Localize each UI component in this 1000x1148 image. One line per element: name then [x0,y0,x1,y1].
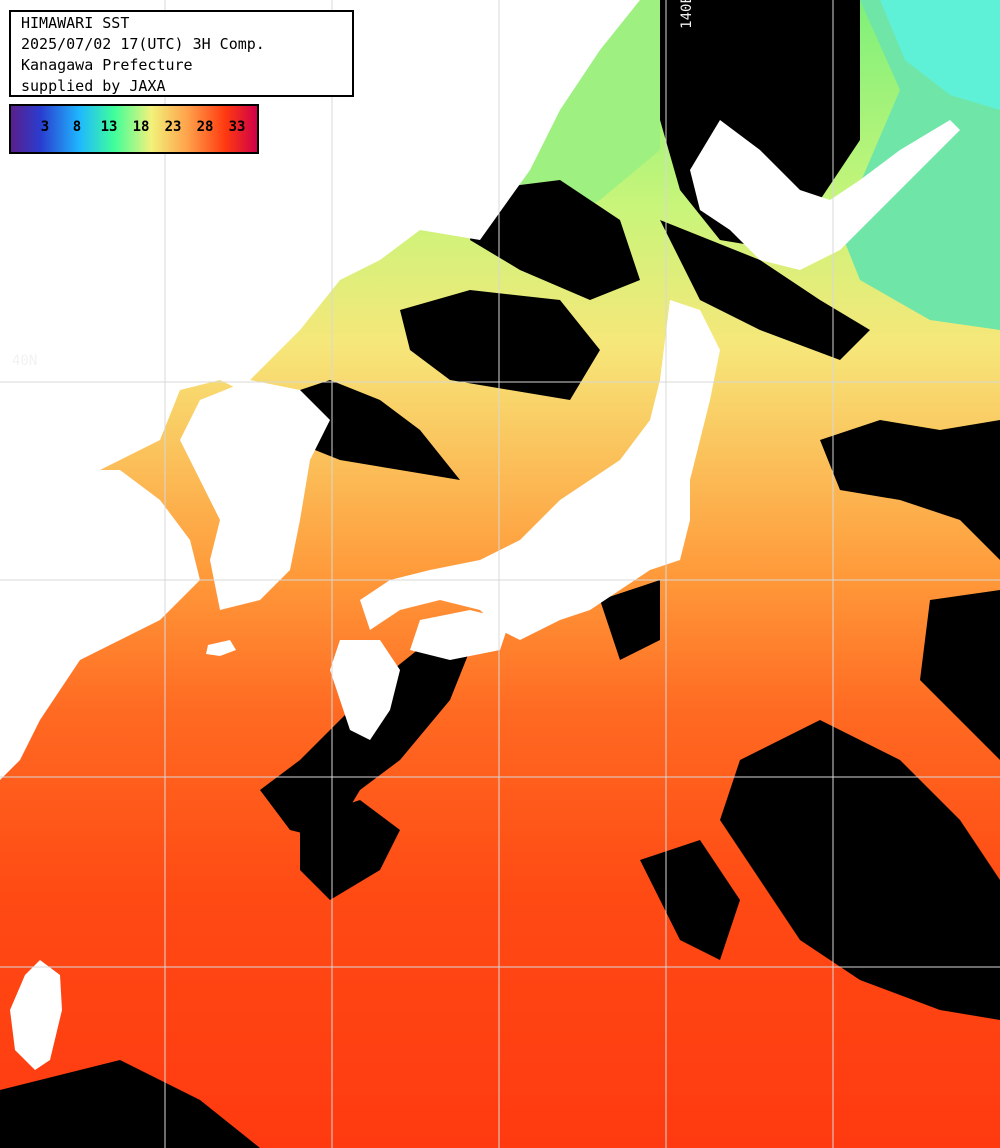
map-region: Kanagawa Prefecture [21,56,193,74]
coldest-water-okhotsk [880,0,1000,110]
legend-tick-label: 18 [132,119,150,135]
lon-label-140e: 140E [678,0,695,29]
legend-ticks: 3 8 13 18 23 28 33 [11,119,257,135]
map-credit: supplied by JAXA [21,77,166,95]
map-title: HIMAWARI SST [21,14,130,32]
legend-color-bar [11,106,257,152]
lat-label-40n: 40N [12,353,38,369]
map-datetime: 2025/07/02 17(UTC) 3H Comp. [21,35,265,53]
legend-tick-label: 8 [72,119,82,135]
map-info-box: HIMAWARI SST 2025/07/02 17(UTC) 3H Comp.… [9,10,354,97]
legend-tick-label: 3 [40,119,50,135]
legend-tick-label: 23 [164,119,182,135]
legend-tick-label: 28 [196,119,214,135]
cold-water-japan-sea-north [500,0,660,240]
legend-tick-label: 33 [228,119,246,135]
sst-color-legend: 3 8 13 18 23 28 33 [9,104,259,154]
legend-tick-label: 13 [100,119,118,135]
